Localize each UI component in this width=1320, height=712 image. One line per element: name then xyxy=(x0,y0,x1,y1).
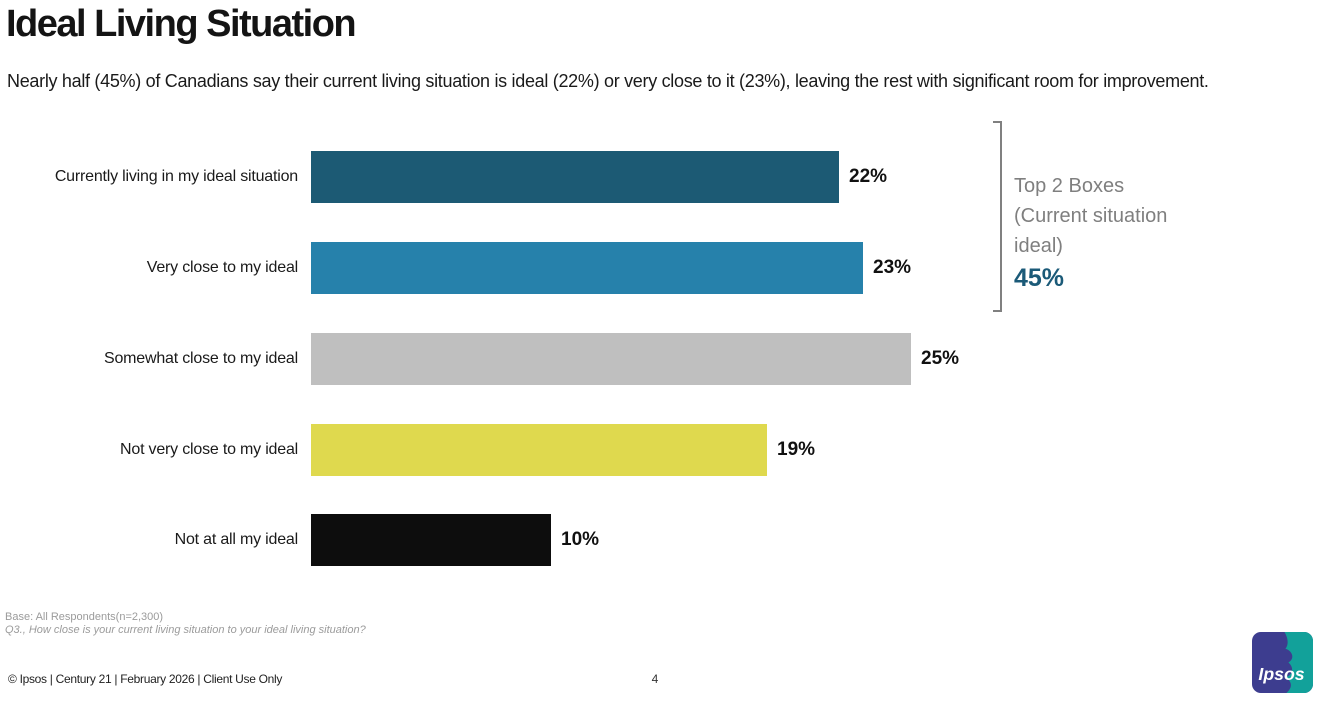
category-label: Somewhat close to my ideal xyxy=(103,350,298,367)
category-label: Currently living in my ideal situation xyxy=(54,168,298,185)
question-note: Q3., How close is your current living si… xyxy=(5,624,366,636)
bar-row: Currently living in my ideal situation 2… xyxy=(0,151,1010,203)
bar-row: Not very close to my ideal 19% xyxy=(0,424,1010,476)
page-title: Ideal Living Situation xyxy=(6,3,357,45)
top2-line1: Top 2 Boxes xyxy=(1014,175,1125,197)
bar-track: 22% xyxy=(311,151,887,203)
category-label: Not at all my ideal xyxy=(174,531,299,548)
bar-row: Somewhat close to my ideal 25% xyxy=(0,333,1010,385)
top2-annotation: Top 2 Boxes (Current situation ideal) 45… xyxy=(1014,171,1234,293)
bar-track: 10% xyxy=(311,514,599,566)
bar xyxy=(311,242,863,294)
bar-row: Very close to my ideal 23% xyxy=(0,242,1010,294)
bar xyxy=(311,333,911,385)
ipsos-logo: Ipsos xyxy=(1252,632,1313,693)
base-note: Base: All Respondents(n=2,300) xyxy=(5,611,164,623)
value-label: 25% xyxy=(921,348,960,369)
category-label: Very close to my ideal xyxy=(146,259,298,276)
bar xyxy=(311,514,551,566)
category-label: Not very close to my ideal xyxy=(120,441,298,458)
page-number: 4 xyxy=(651,672,659,686)
top2-line3: ideal) xyxy=(1014,235,1063,257)
top2-value: 45% xyxy=(1014,264,1065,292)
logo-face-shape xyxy=(1284,632,1313,693)
value-label: 22% xyxy=(849,166,888,187)
bar-track: 19% xyxy=(311,424,815,476)
bar xyxy=(311,424,767,476)
top2-bracket xyxy=(993,121,1002,312)
top2-line2: (Current situation xyxy=(1014,205,1168,227)
bar xyxy=(311,151,839,203)
value-label: 19% xyxy=(777,439,816,460)
bar-track: 25% xyxy=(311,333,959,385)
value-label: 10% xyxy=(561,529,600,550)
bar-row: Not at all my ideal 10% xyxy=(0,514,1010,566)
bar-track: 23% xyxy=(311,242,911,294)
value-label: 23% xyxy=(873,257,912,278)
logo-wordmark: Ipsos xyxy=(1258,664,1304,684)
copyright-line: © Ipsos | Century 21 | February 2026 | C… xyxy=(8,672,283,686)
subtitle: Nearly half (45%) of Canadians say their… xyxy=(7,71,1209,91)
